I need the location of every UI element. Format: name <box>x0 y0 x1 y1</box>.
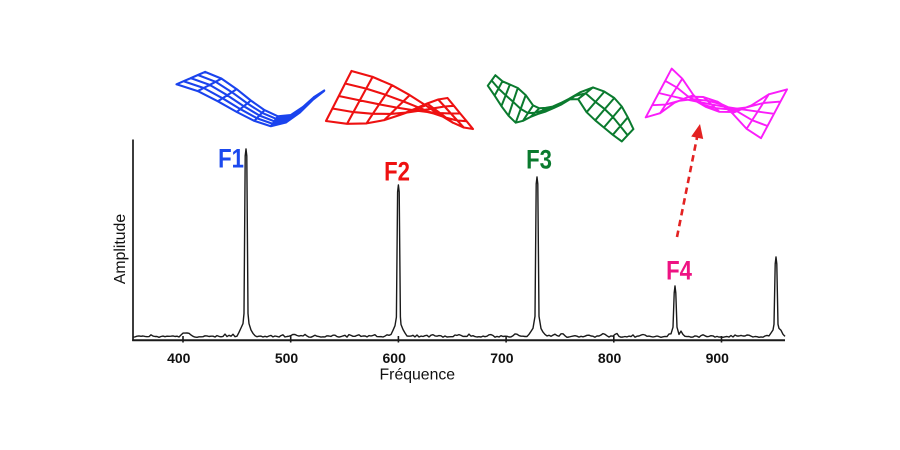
svg-text:400: 400 <box>167 350 191 366</box>
svg-text:Fréquence: Fréquence <box>380 366 456 383</box>
svg-text:600: 600 <box>383 350 407 366</box>
svg-text:800: 800 <box>598 350 622 366</box>
svg-text:900: 900 <box>706 350 730 366</box>
svg-text:700: 700 <box>490 350 514 366</box>
svg-text:500: 500 <box>275 350 299 366</box>
svg-text:Amplitude: Amplitude <box>112 214 129 284</box>
